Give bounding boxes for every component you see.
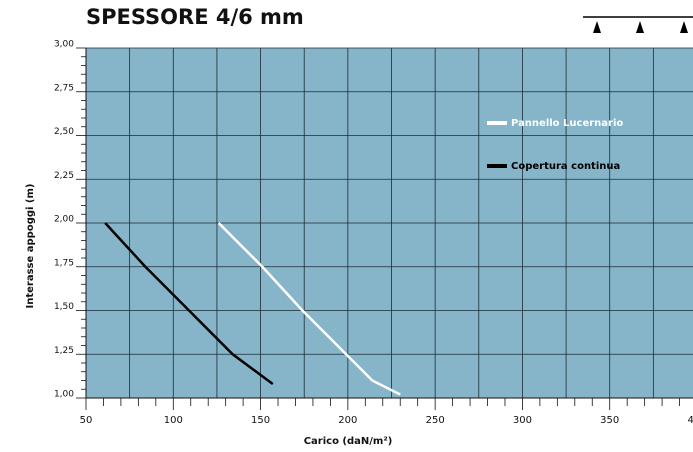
y-tick-label: 2,25 (54, 171, 74, 181)
x-tick-label: 50 (80, 415, 93, 426)
x-tick-label: 350 (600, 415, 619, 426)
y-tick-label: 3,00 (54, 40, 74, 50)
x-tick-label: 400 (687, 415, 693, 426)
legend-label: Pannello Lucernario (511, 118, 623, 129)
legend-label: Copertura continua (511, 161, 620, 172)
x-tick-label: 100 (164, 415, 183, 426)
y-tick-label: 1,50 (54, 302, 74, 312)
x-tick-label: 250 (426, 415, 445, 426)
series-line (104, 222, 274, 386)
x-tick-label: 300 (513, 415, 532, 426)
x-axis-label: Carico (daN/m²) (304, 436, 393, 447)
support-icon (583, 16, 693, 33)
y-tick-label: 1,25 (54, 346, 74, 356)
x-tick-label: 150 (251, 415, 270, 426)
y-tick-label: 2,75 (54, 83, 74, 93)
y-axis-label: Interasse appoggi (m) (25, 184, 36, 309)
y-tick-label: 1,75 (54, 258, 74, 268)
x-tick-label: 200 (338, 415, 357, 426)
series-line (217, 222, 401, 396)
chart-title: SPESSORE 4/6 mm (86, 5, 304, 29)
y-tick-label: 1,00 (54, 390, 74, 400)
y-tick-label: 2,50 (54, 127, 74, 137)
y-tick-label: 2,00 (54, 215, 74, 225)
